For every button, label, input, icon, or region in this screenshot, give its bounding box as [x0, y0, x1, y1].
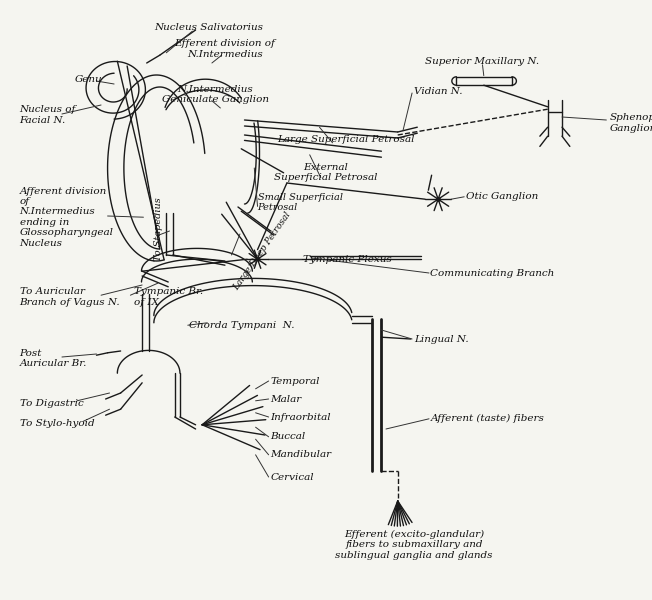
- Text: Mandibular: Mandibular: [271, 450, 332, 460]
- Text: Otic Ganglion: Otic Ganglion: [466, 192, 539, 201]
- Text: Lingual N.: Lingual N.: [414, 335, 469, 343]
- Text: Large Deep Petrosal: Large Deep Petrosal: [231, 210, 292, 292]
- Text: N.Intermedius
Geniculate Ganglion: N.Intermedius Geniculate Ganglion: [162, 85, 269, 104]
- Text: Buccal: Buccal: [271, 432, 306, 441]
- Text: Tympanic Br.
of IX: Tympanic Br. of IX: [134, 287, 203, 307]
- Text: To Stapedius: To Stapedius: [154, 197, 163, 261]
- Text: Nucleus of
Facial N.: Nucleus of Facial N.: [20, 106, 76, 125]
- Text: To Stylo-hyoid: To Stylo-hyoid: [20, 419, 94, 427]
- Text: Large Superficial Petrosal: Large Superficial Petrosal: [277, 134, 414, 143]
- Text: Genu: Genu: [75, 75, 102, 84]
- Text: To Digastric: To Digastric: [20, 398, 83, 408]
- Text: Small Superficial
Petrosal: Small Superficial Petrosal: [258, 193, 342, 212]
- Text: To Auricular
Branch of Vagus N.: To Auricular Branch of Vagus N.: [20, 287, 120, 307]
- Text: Post
Auricular Br.: Post Auricular Br.: [20, 349, 87, 368]
- Text: Communicating Branch: Communicating Branch: [430, 269, 555, 277]
- Text: Tympanic Plexus: Tympanic Plexus: [303, 254, 392, 264]
- Text: Temporal: Temporal: [271, 377, 320, 385]
- Text: Infraorbital: Infraorbital: [271, 413, 331, 421]
- Text: External
Superficial Petrosal: External Superficial Petrosal: [274, 163, 378, 182]
- Text: Efferent division of
N.Intermedius: Efferent division of N.Intermedius: [175, 40, 275, 59]
- Text: Vidian N.: Vidian N.: [414, 87, 462, 95]
- Text: Chorda Tympani  N.: Chorda Tympani N.: [189, 320, 295, 329]
- Text: Cervical: Cervical: [271, 473, 314, 481]
- Text: Afferent division
of
N.Intermedius
ending in
Glossopharyngeal
Nucleus: Afferent division of N.Intermedius endin…: [20, 187, 113, 248]
- Text: Sphenopalatine
Ganglion: Sphenopalatine Ganglion: [610, 113, 652, 133]
- Text: Malar: Malar: [271, 395, 302, 403]
- Text: Superior Maxillary N.: Superior Maxillary N.: [425, 56, 540, 65]
- Text: Nucleus Salivatorius: Nucleus Salivatorius: [154, 22, 263, 31]
- Text: Afferent (taste) fibers: Afferent (taste) fibers: [430, 414, 544, 424]
- Text: Efferent (excito-glandular)
fibers to submaxillary and
sublingual ganglia and gl: Efferent (excito-glandular) fibers to su…: [335, 530, 493, 560]
